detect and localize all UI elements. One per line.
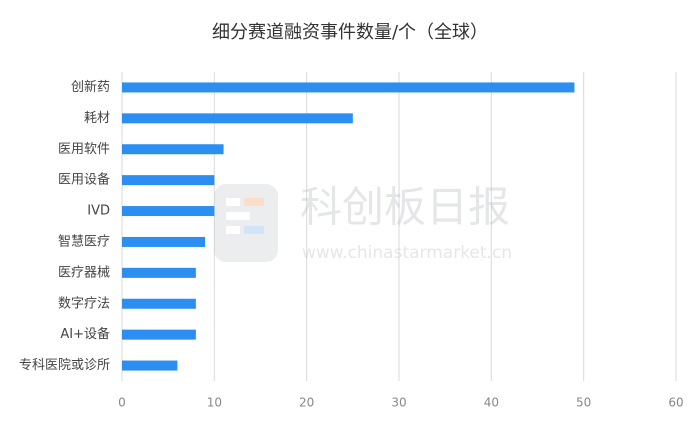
- y-tick-label: IVD: [87, 204, 110, 219]
- x-tick-label: 60: [668, 396, 683, 410]
- y-tick-label: 耗材: [84, 111, 110, 126]
- watermark-logo-part: [244, 198, 264, 206]
- x-tick-label: 0: [118, 396, 126, 410]
- bar: [122, 175, 215, 186]
- watermark-logo-part: [244, 226, 264, 234]
- watermark-url: www.chinastarmarket.cn: [302, 243, 512, 263]
- bar: [122, 360, 178, 371]
- bar: [122, 113, 353, 124]
- y-tick-label: 医用设备: [58, 172, 110, 188]
- y-tick-label: 创新药: [71, 79, 110, 95]
- y-tick-label: 智慧医疗: [58, 233, 110, 249]
- watermark: 科创板日报 www.chinastarmarket.cn: [214, 183, 512, 263]
- y-tick-label: AI+设备: [60, 326, 110, 342]
- watermark-logo-part: [226, 198, 240, 206]
- watermark-title: 科创板日报: [300, 183, 510, 232]
- watermark-logo-part: [226, 212, 250, 220]
- y-tick-label: 数字疗法: [58, 296, 110, 311]
- bar: [122, 206, 215, 217]
- x-tick-label: 20: [299, 396, 314, 410]
- x-tick-label: 40: [484, 396, 499, 410]
- x-tick-label: 30: [391, 396, 406, 410]
- y-tick-label: 医疗器械: [58, 265, 110, 280]
- watermark-logo-part: [226, 226, 240, 234]
- x-tick-label: 10: [207, 396, 222, 410]
- y-tick-label: 专科医院或诊所: [19, 358, 110, 373]
- x-tick-label: 50: [576, 396, 591, 410]
- chart-title: 细分赛道融资事件数量/个（全球）: [212, 22, 488, 43]
- watermark-logo: [214, 184, 278, 262]
- bar: [122, 267, 196, 278]
- bar: [122, 329, 196, 340]
- bar: [122, 82, 575, 93]
- bar: [122, 144, 224, 155]
- bar: [122, 298, 196, 309]
- y-tick-label: 医用软件: [58, 142, 110, 157]
- bar: [122, 236, 206, 247]
